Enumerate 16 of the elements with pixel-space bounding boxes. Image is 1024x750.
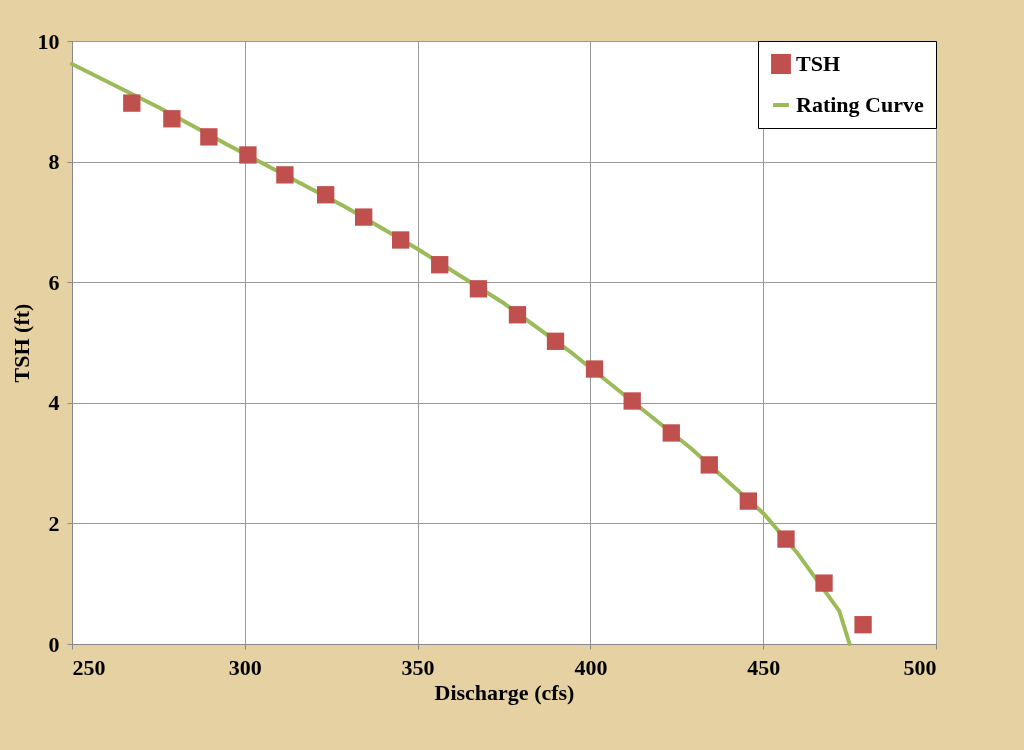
x-tick-label: 250 [72,654,106,680]
x-tick-label: 300 [228,654,262,680]
x-tick-label: 350 [401,654,435,680]
y-tick-label: 2 [48,510,60,536]
y-tick-label: 0 [48,631,60,657]
x-tick-label: 500 [903,654,937,680]
y-axis-title: TSH (ft) [8,303,34,383]
y-tick-label: 8 [48,149,60,175]
legend-label: TSH [796,51,841,76]
legend-label: Rating Curve [796,92,924,117]
x-axis-title: Discharge (cfs) [434,679,575,705]
y-tick-label: 10 [37,28,60,54]
x-tick-label: 450 [747,654,781,680]
y-tick-label: 6 [48,269,60,295]
x-tick-label: 400 [574,654,608,680]
y-tick-label: 4 [48,390,60,416]
